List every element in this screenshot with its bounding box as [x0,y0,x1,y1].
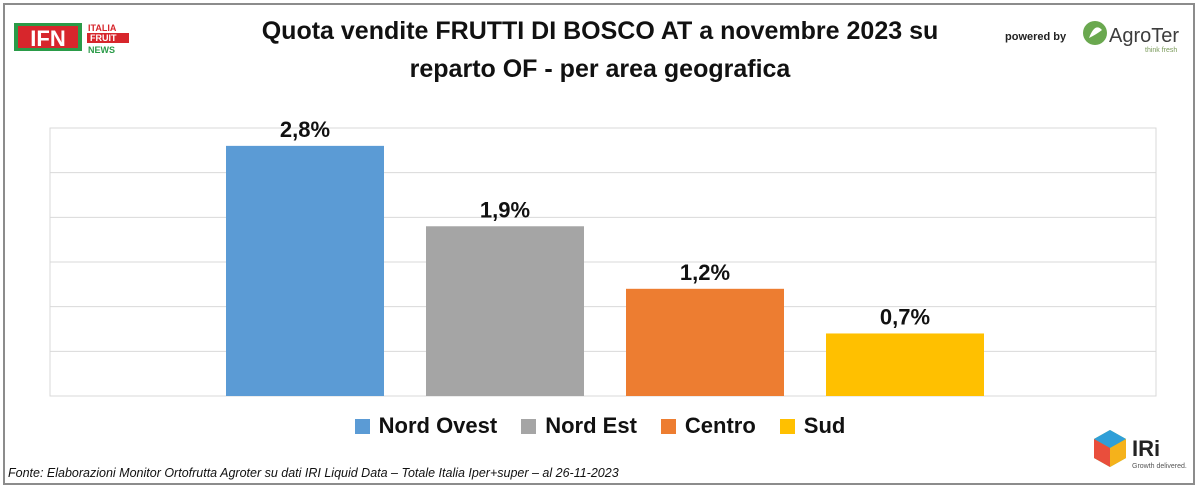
legend-label-nord-est: Nord Est [545,413,637,438]
legend-label-centro: Centro [684,413,756,438]
legend-item-centro: Centro [660,413,756,439]
chart-frame [3,3,1195,485]
legend-swatch-nord-est [521,418,537,434]
data-label-nord-ovest: 2,8% [280,117,330,142]
iri-brand: IRi [1132,436,1160,461]
ifn-logo: IFN ITALIA FRUIT NEWS [14,23,129,55]
bar-nord-ovest [226,145,384,396]
bar-sud [826,333,984,396]
legend-item-nord-est: Nord Est [521,413,637,439]
source-note: Fonte: Elaborazioni Monitor Ortofrutta A… [8,466,619,480]
agroter-logo: powered by AgroTer think fresh [1005,21,1179,54]
powered-by-label: powered by [1005,31,1067,43]
chart-bars [226,145,984,396]
data-label-nord-est: 1,9% [480,197,530,222]
chart-legend: Nord Ovest Nord Est Centro Sud [0,413,1200,439]
agroter-brand: AgroTer [1109,25,1179,47]
legend-item-nord-ovest: Nord Ovest [354,413,498,439]
chart-title: Quota vendite FRUTTI DI BOSCO AT a novem… [160,12,1040,88]
legend-item-sud: Sud [779,413,846,439]
bar-nord-est [426,226,584,396]
legend-label-sud: Sud [803,413,846,438]
bar-chart: 2,8% 1,9% 1,2% 0,7% [49,117,1157,397]
title-line-1: Quota vendite FRUTTI DI BOSCO AT a novem… [261,17,939,45]
chart-data-labels: 2,8% 1,9% 1,2% 0,7% [280,117,930,330]
legend-swatch-centro [660,418,676,434]
data-label-centro: 1,2% [680,260,730,285]
legend-label-nord-ovest: Nord Ovest [378,413,498,438]
data-label-sud: 0,7% [880,304,930,329]
ifn-line3: NEWS [88,45,115,55]
iri-logo: IRi Growth delivered. [1094,430,1187,470]
iri-tagline: Growth delivered. [1132,463,1187,470]
legend-swatch-nord-ovest [354,418,370,434]
agroter-tagline: think fresh [1145,47,1177,54]
bar-centro [626,288,784,396]
ifn-letters: IFN [30,26,65,51]
ifn-line2: FRUIT [90,33,117,43]
ifn-line1: ITALIA [88,23,117,33]
title-line-2: reparto OF - per area geografica [409,55,791,83]
chart-grid [49,127,1157,397]
legend-swatch-sud [779,418,795,434]
